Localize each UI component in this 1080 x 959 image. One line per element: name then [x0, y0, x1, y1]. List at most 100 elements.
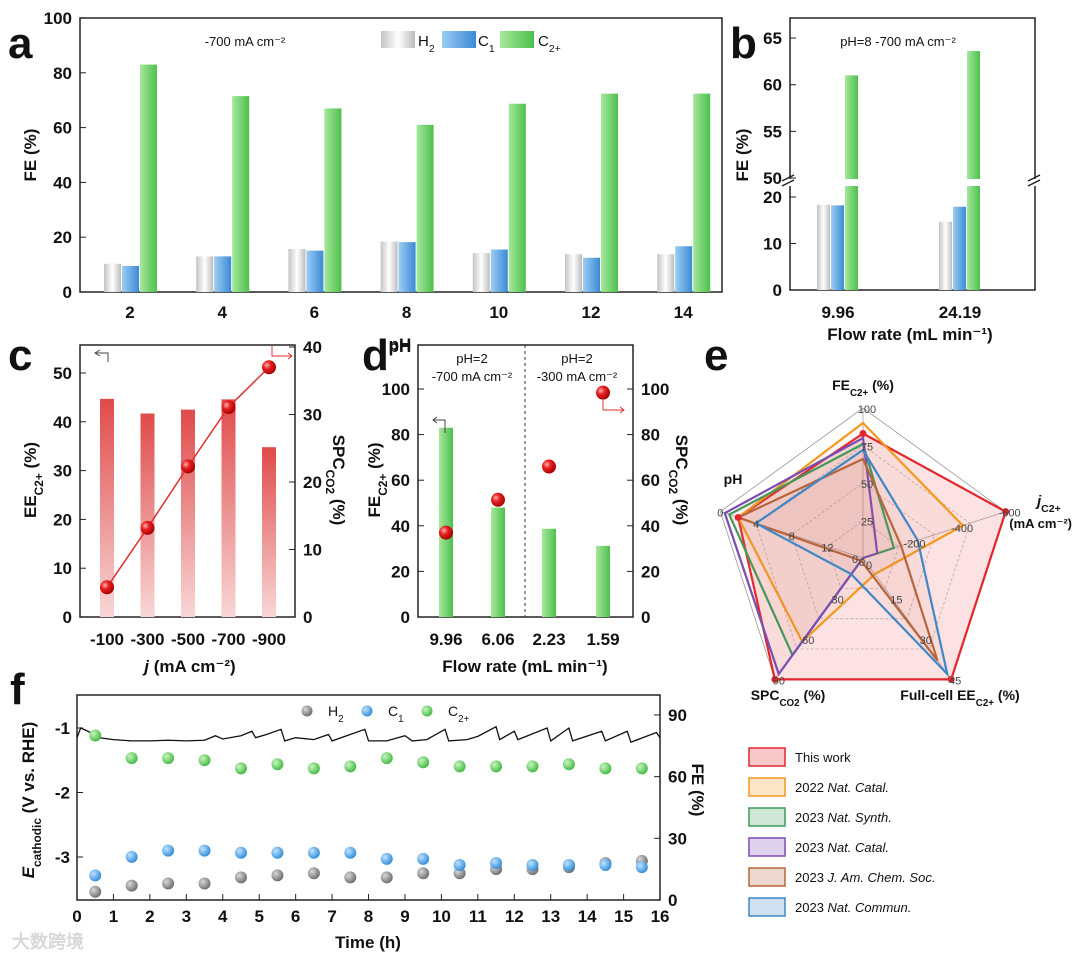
radar-tick-label: 45	[949, 675, 961, 687]
label-part: cathodic	[30, 818, 44, 867]
radar-grid-ring	[791, 482, 935, 620]
x-tick-label: 14	[578, 907, 597, 926]
legend-label: 2022 Nat. Catal.	[795, 780, 889, 795]
fe-point-h2	[234, 871, 247, 884]
x-tick-label: 6.06	[481, 630, 514, 649]
y-tick-label: 0	[401, 608, 410, 627]
legend-label: 2023 Nat. Catal.	[795, 840, 889, 855]
bar-c1	[675, 246, 693, 292]
y-tick-label-right: 10	[303, 541, 322, 560]
y-tick-label-right: 0	[668, 891, 677, 910]
label-part: C	[538, 33, 549, 50]
fe-point-h2	[380, 871, 393, 884]
legend-label: C2+	[448, 703, 470, 725]
fe-point-h2	[271, 869, 284, 882]
y-tick-label: 30	[53, 462, 72, 481]
legend-label: 2023 J. Am. Chem. Soc.	[795, 870, 935, 885]
y-tick-label: 40	[391, 517, 410, 536]
y-axis-label-right: FE (%)	[688, 764, 707, 817]
label-part: FE	[365, 496, 384, 518]
fe-point-h2	[125, 879, 138, 892]
fe-point-c2	[125, 752, 138, 765]
y-axis-label-right: SPCCO2 (%)	[666, 435, 691, 526]
fe-point-c1	[635, 861, 648, 874]
radar-point	[859, 430, 867, 437]
fe-point-c1	[89, 869, 102, 882]
fe-point-h2	[453, 867, 466, 880]
axis-break-mark	[1027, 174, 1041, 187]
label-part: 2023	[795, 810, 828, 825]
x-tick-label: 9.96	[821, 303, 854, 322]
label-part: EE	[21, 495, 40, 518]
label-part: SPC	[751, 687, 780, 703]
panel-label: e	[704, 331, 728, 380]
x-tick-label: 24.19	[939, 303, 982, 322]
bar-h2	[939, 221, 952, 290]
x-tick-label: 8	[402, 303, 411, 322]
label-part: 2+	[458, 714, 469, 725]
watermark: 大数跨境	[12, 931, 84, 952]
legend-swatch	[748, 897, 786, 917]
legend-label: H2	[418, 33, 435, 55]
y-tick-label-right: 40	[641, 517, 660, 536]
label-part: (%)	[365, 442, 384, 473]
fe-point-c2	[380, 752, 393, 765]
x-tick-label: 0	[72, 907, 81, 926]
x-axis-label: Flow rate (mL min⁻¹)	[827, 325, 992, 344]
radar-series-0	[736, 432, 1007, 681]
radar-axis-label-j: jC2+	[1035, 493, 1061, 515]
radar-tick-label: 8	[789, 531, 795, 543]
radar-tick-label: 100	[858, 404, 876, 416]
spc-point	[542, 459, 556, 474]
fe-point-h2	[198, 877, 211, 890]
x-tick-label: 3	[182, 907, 191, 926]
label-part: Full-cell EE	[900, 687, 975, 703]
spc-point	[221, 400, 236, 415]
label-part: 2	[429, 43, 435, 55]
label-part: C2+	[32, 473, 46, 495]
bar-ee	[262, 447, 276, 617]
x-tick-label: -700	[211, 630, 245, 649]
label-part: 2	[338, 714, 343, 725]
fe-point-c1	[125, 850, 138, 863]
radar-tick-label: 25	[861, 517, 873, 529]
x-tick-label: 5	[254, 907, 263, 926]
label-part: (%)	[21, 442, 40, 473]
fe-point-c1	[417, 852, 430, 865]
y-tick-label-right: 0	[303, 608, 312, 627]
radar-center-label: 0	[859, 557, 865, 569]
top-label: pH	[389, 335, 412, 354]
panel-label: d	[362, 331, 389, 380]
label-part: 2+	[549, 43, 561, 55]
label-part: 2022	[795, 780, 828, 795]
fe-point-c2	[307, 762, 320, 775]
fe-point-c2	[417, 756, 430, 769]
panel-d-chart: 0 20 40 60 80 100 0 20 40 60 80 100 9.96 6.06 2.23 1.59…	[365, 335, 691, 676]
y-axis-label-right: SPCCO2 (%)	[323, 435, 348, 526]
y-tick-label: 20	[391, 562, 410, 581]
y-tick-label-right: 60	[668, 768, 687, 787]
x-tick-label: 11	[469, 907, 487, 926]
radar-tick-label: 75	[861, 442, 873, 454]
radar-center-label: 0	[852, 554, 858, 566]
radar-tick-label: 30	[831, 594, 843, 606]
label-part: E	[19, 866, 38, 878]
fe-point-c1	[453, 859, 466, 872]
y-tick-label: 60	[391, 471, 410, 490]
legend-swatch-c1	[442, 31, 476, 48]
bar-h2	[196, 256, 214, 292]
bar-h2	[657, 254, 675, 292]
label-part: Nat. Catal.	[828, 780, 889, 795]
label-part: 2023	[795, 870, 828, 885]
label-part: (mA cm⁻²)	[149, 657, 236, 676]
bar-fe	[596, 545, 610, 617]
bar-c2	[324, 108, 342, 292]
label-part: 2023	[795, 900, 828, 915]
bar-c2	[416, 124, 434, 292]
y-tick-label-right: 20	[641, 562, 660, 581]
label-part: Nat. Synth.	[828, 810, 892, 825]
y-tick-label: 40	[53, 413, 72, 432]
radar-point	[947, 675, 955, 683]
condition-ph: pH=2	[456, 351, 487, 366]
condition-current: -300 mA cm⁻²	[537, 369, 618, 384]
